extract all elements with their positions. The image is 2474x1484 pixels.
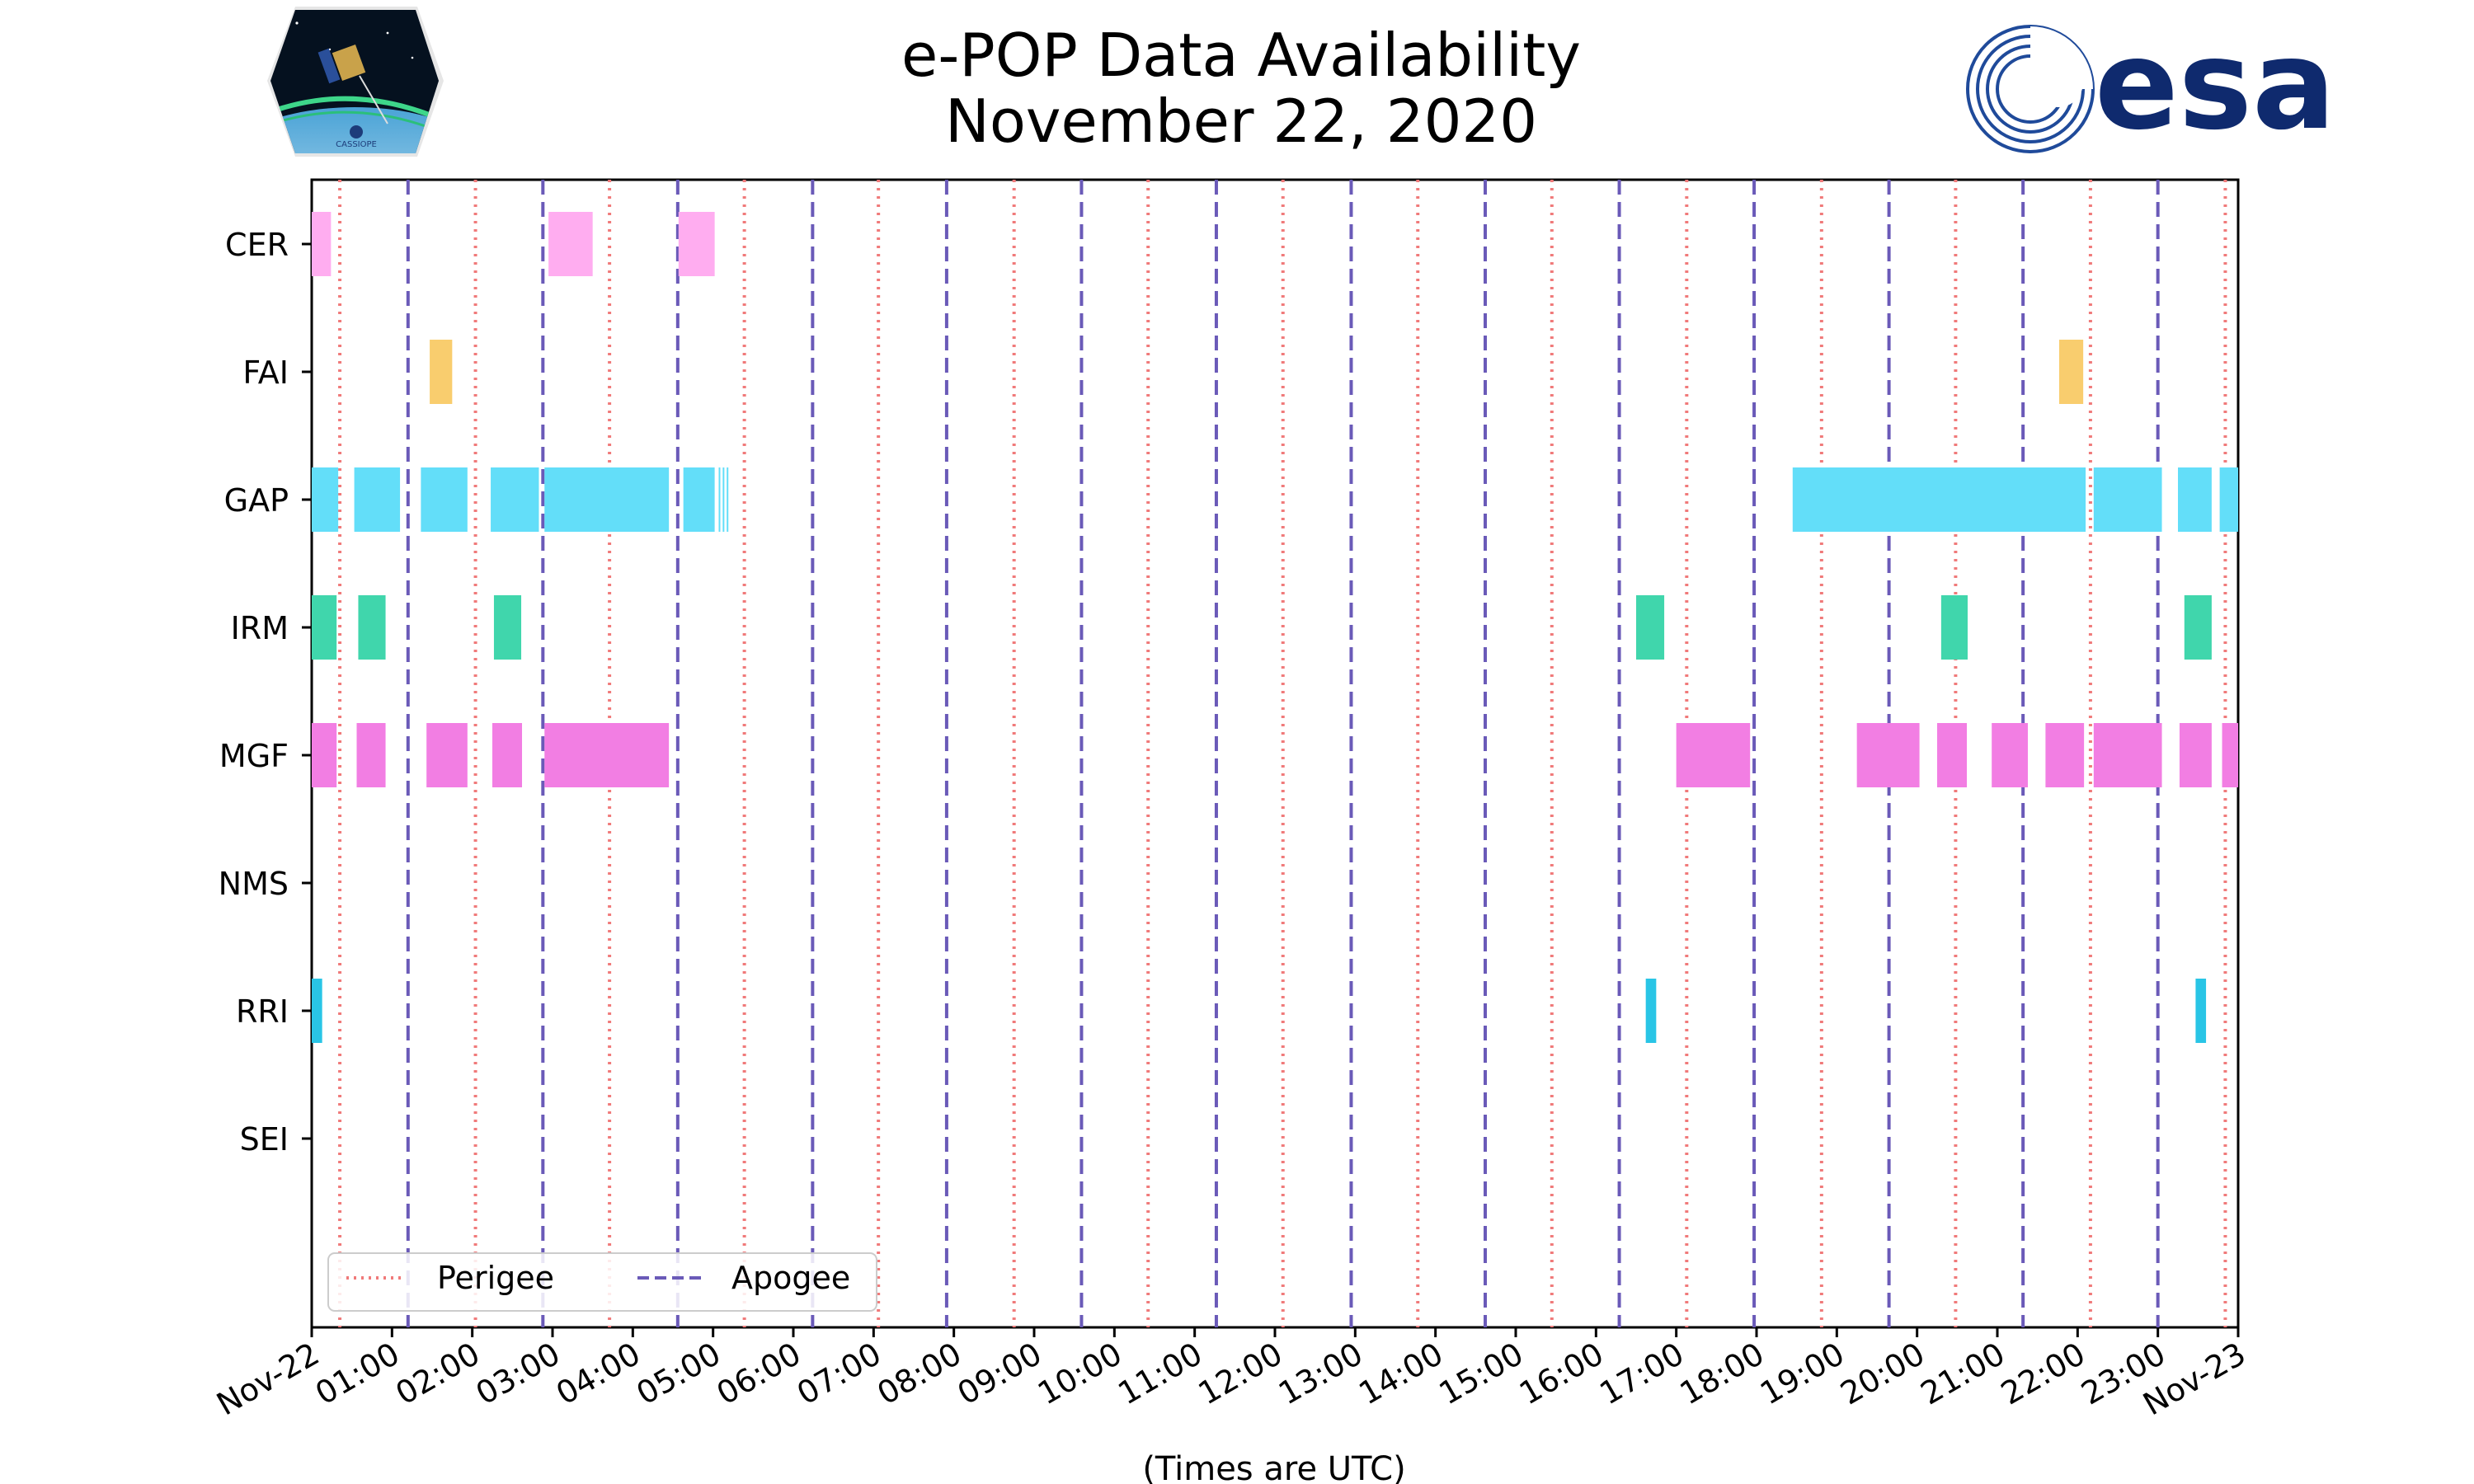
x-tick-label: 12:00 bbox=[1192, 1336, 1289, 1412]
y-tick-label: RRI bbox=[236, 993, 289, 1030]
esa-logo: esa bbox=[1966, 14, 2335, 157]
bar-mgf bbox=[2179, 723, 2212, 787]
y-tick-label: CER bbox=[225, 227, 289, 263]
x-tick-label: 21:00 bbox=[1915, 1336, 2011, 1412]
bar-gap bbox=[544, 467, 670, 532]
x-tick-label: 03:00 bbox=[470, 1336, 567, 1412]
cassiope-logo-text: CASSIOPE bbox=[336, 140, 377, 149]
bar-gap bbox=[2093, 467, 2162, 532]
bar-mgf bbox=[2045, 723, 2085, 787]
bar-mgf bbox=[1676, 723, 1751, 787]
bar-gap bbox=[683, 467, 715, 532]
bar-gap bbox=[421, 467, 468, 532]
bar-mgf bbox=[1992, 723, 2028, 787]
x-tick-label: 09:00 bbox=[952, 1336, 1048, 1412]
x-tick-label: 18:00 bbox=[1674, 1336, 1771, 1412]
x-tick-label: 13:00 bbox=[1272, 1336, 1369, 1412]
legend: Perigee Apogee bbox=[327, 1252, 877, 1312]
data-bars bbox=[312, 212, 2238, 1043]
legend-perigee-label: Perigee bbox=[437, 1260, 554, 1296]
chart-subtitle: November 22, 2020 bbox=[945, 87, 1537, 156]
y-tick-label: NMS bbox=[219, 866, 289, 902]
x-tick-label: 11:00 bbox=[1112, 1336, 1208, 1412]
bar-cer bbox=[678, 212, 715, 276]
x-tick-label: 19:00 bbox=[1754, 1336, 1851, 1412]
y-axis: CER FAI GAP IRM MGF NMS RRI SEI bbox=[219, 227, 312, 1158]
y-tick-label: MGF bbox=[219, 738, 289, 774]
x-tick-label: 05:00 bbox=[630, 1336, 727, 1412]
bar-gap bbox=[312, 467, 339, 532]
bar-rri bbox=[1645, 979, 1657, 1043]
bar-cer bbox=[312, 212, 332, 276]
bar-mgf bbox=[1937, 723, 1968, 787]
bar-rri bbox=[312, 979, 322, 1043]
bar-mgf bbox=[426, 723, 468, 787]
y-tick-label: IRM bbox=[231, 610, 289, 646]
y-tick-label: SEI bbox=[240, 1121, 289, 1158]
x-axis: Nov-2201:0002:0003:0004:0005:0006:0007:0… bbox=[210, 1327, 2252, 1423]
x-tick-label: 16:00 bbox=[1513, 1336, 1610, 1412]
bar-gap bbox=[354, 467, 401, 532]
x-tick-label: Nov-22 bbox=[210, 1336, 325, 1423]
x-tick-label: 22:00 bbox=[1995, 1336, 2091, 1412]
x-tick-label: 07:00 bbox=[791, 1336, 887, 1412]
legend-apogee-label: Apogee bbox=[731, 1260, 850, 1296]
x-tick-label: 04:00 bbox=[550, 1336, 647, 1412]
bar-gap bbox=[2178, 467, 2212, 532]
bar-mgf bbox=[356, 723, 386, 787]
bar-mgf bbox=[544, 723, 670, 787]
bar-gap bbox=[722, 467, 725, 532]
bar-irm bbox=[493, 595, 522, 660]
bar-fai bbox=[430, 340, 453, 404]
perigee-lines bbox=[338, 180, 2227, 1327]
bar-cer bbox=[548, 212, 593, 276]
bar-gap bbox=[727, 467, 729, 532]
bar-fai bbox=[2058, 340, 2084, 404]
x-tick-label: 10:00 bbox=[1032, 1336, 1128, 1412]
bar-gap bbox=[1792, 467, 2086, 532]
chart-title: e-POP Data Availability bbox=[901, 21, 1581, 90]
apogee-lines bbox=[406, 180, 2160, 1327]
x-tick-label: 20:00 bbox=[1834, 1336, 1931, 1412]
bar-irm bbox=[358, 595, 386, 660]
bar-irm bbox=[2184, 595, 2212, 660]
bar-irm bbox=[312, 595, 337, 660]
x-tick-label: 06:00 bbox=[711, 1336, 807, 1412]
bar-mgf bbox=[492, 723, 523, 787]
bar-mgf bbox=[1856, 723, 1920, 787]
bar-gap bbox=[718, 467, 721, 532]
bar-irm bbox=[1636, 595, 1665, 660]
bar-mgf bbox=[2222, 723, 2238, 787]
x-tick-label: 15:00 bbox=[1433, 1336, 1530, 1412]
bar-gap bbox=[491, 467, 539, 532]
esa-logo-text: esa bbox=[2095, 14, 2335, 157]
x-tick-label: 02:00 bbox=[389, 1336, 486, 1412]
x-tick-label: 14:00 bbox=[1352, 1336, 1449, 1412]
x-tick-label: 17:00 bbox=[1593, 1336, 1690, 1412]
y-tick-label: FAI bbox=[242, 355, 289, 391]
bar-irm bbox=[1940, 595, 1968, 660]
bar-gap bbox=[2219, 467, 2238, 532]
bar-mgf bbox=[312, 723, 337, 787]
plot-area: CER FAI GAP IRM MGF NMS RRI SEI Nov-2201:0002:0… bbox=[210, 178, 2252, 1423]
y-tick-label: GAP bbox=[224, 482, 289, 519]
x-tick-label: 08:00 bbox=[871, 1336, 967, 1412]
x-tick-label: 01:00 bbox=[309, 1336, 406, 1412]
x-axis-label: (Times are UTC) bbox=[1142, 1450, 1405, 1484]
bar-mgf bbox=[2093, 723, 2162, 787]
bar-rri bbox=[2195, 979, 2207, 1043]
